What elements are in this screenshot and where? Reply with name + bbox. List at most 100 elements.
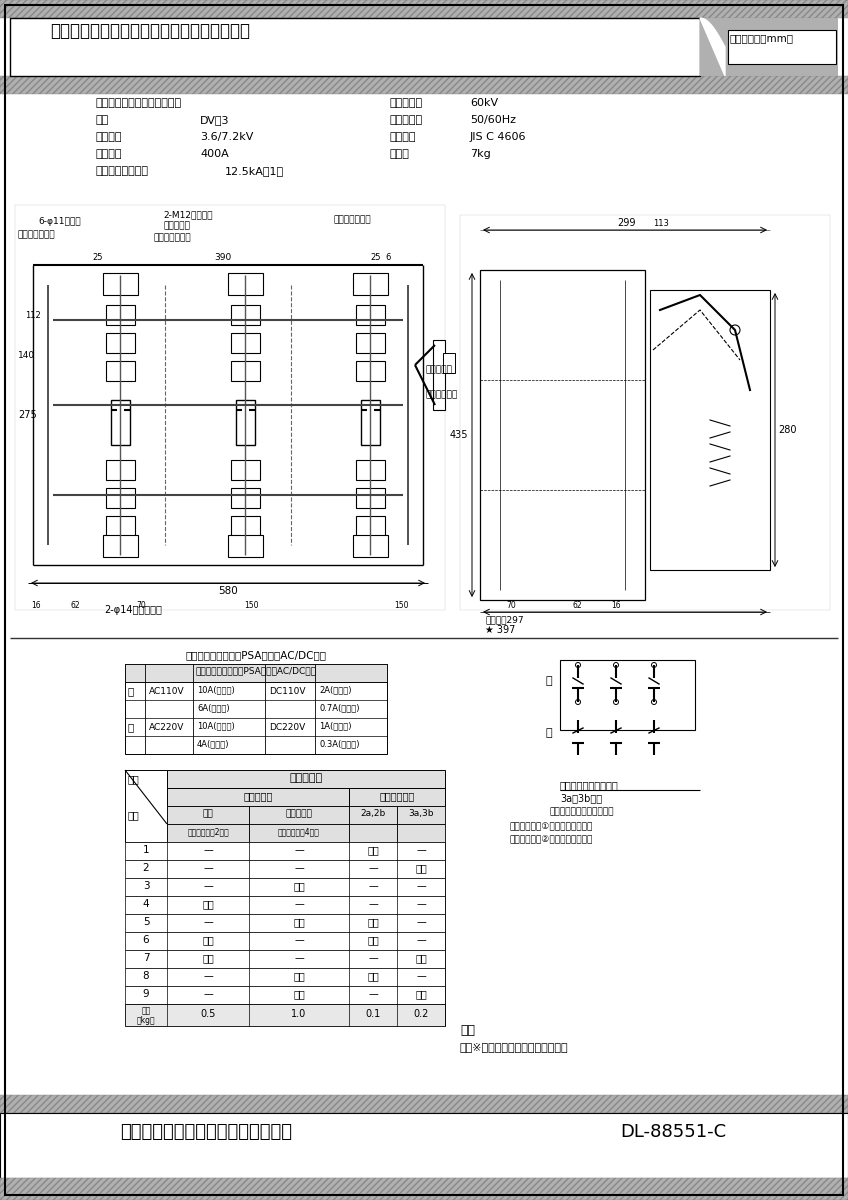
Text: 定: 定 [128, 686, 134, 696]
Text: 付属: 付属 [293, 917, 305, 926]
Bar [125, 860, 445, 878]
Text: Ⓑ: Ⓑ [545, 676, 552, 686]
Text: 定格電流: 定格電流 [95, 149, 121, 158]
Text: 定格短時間耓電流: 定格短時間耓電流 [95, 166, 148, 176]
Text: —: — [294, 845, 304, 854]
Circle shape [730, 325, 740, 335]
Text: 3: 3 [142, 881, 149, 890]
Text: —: — [416, 935, 426, 946]
Text: —: — [368, 989, 378, 998]
Text: DC110V: DC110V [269, 686, 305, 696]
Text: 435: 435 [449, 430, 468, 440]
Text: 補助スイッチ①：本体樹脂部が黒: 補助スイッチ①：本体樹脂部が黒 [510, 822, 594, 830]
Bar [650, 290, 770, 570]
Text: 絶縁バリヤ（4枚）: 絶縁バリヤ（4枚） [278, 827, 320, 836]
Text: —: — [416, 971, 426, 982]
Text: 6A(連続器): 6A(連続器) [197, 703, 230, 712]
Text: 10A(瞬断器): 10A(瞬断器) [197, 685, 235, 694]
Bar [356, 460, 385, 480]
Text: 5: 5 [142, 917, 149, 926]
Bar [349, 806, 397, 824]
Text: 付属: 付属 [202, 899, 214, 910]
Circle shape [651, 700, 656, 704]
Text: 0.1: 0.1 [365, 1009, 381, 1019]
Bar [125, 878, 445, 896]
Text: 定格耓電圧: 定格耓電圧 [390, 98, 423, 108]
Text: 総質量: 総質量 [390, 149, 410, 158]
Bar [228, 272, 263, 295]
Text: 補助スイッチ: 補助スイッチ [379, 791, 415, 802]
Text: 112: 112 [25, 311, 41, 319]
Text: —: — [368, 953, 378, 962]
Bar [231, 361, 260, 382]
Bar [125, 1004, 445, 1026]
Text: 行番: 行番 [128, 810, 140, 820]
Bar [231, 305, 260, 325]
Text: 注意: 注意 [460, 1024, 475, 1037]
Text: 右側絶縁バリヤ: 右側絶縁バリヤ [333, 215, 371, 224]
Text: 外形寸法図（mm）: 外形寸法図（mm） [730, 32, 794, 43]
Text: 格: 格 [128, 722, 134, 732]
Text: 付属: 付属 [293, 989, 305, 998]
Text: （取付穴）: （取付穴） [163, 221, 190, 230]
Bar [125, 842, 445, 860]
Text: 25: 25 [92, 253, 103, 262]
Text: 275: 275 [18, 410, 36, 420]
Text: —: — [204, 845, 213, 854]
Text: 補助スイッチ仕様（PSA形）　AC/DC共用: 補助スイッチ仕様（PSA形） AC/DC共用 [196, 666, 316, 674]
Polygon shape [700, 18, 725, 76]
Text: 左右、相間: 左右、相間 [286, 809, 312, 818]
Bar [0, 1178, 848, 1200]
Text: 10A(瞬断器): 10A(瞬断器) [197, 721, 235, 730]
Text: 70: 70 [506, 601, 516, 610]
Text: —: — [294, 899, 304, 910]
Text: —: — [294, 953, 304, 962]
Circle shape [613, 662, 618, 667]
Text: 屋内用、垂直・水平下向取付: 屋内用、垂直・水平下向取付 [95, 98, 181, 108]
Text: —: — [204, 863, 213, 874]
Bar [125, 664, 387, 682]
Text: 付属: 付属 [202, 935, 214, 946]
Bar [106, 332, 135, 353]
Bar [356, 305, 385, 325]
Bar [700, 18, 838, 76]
Bar [106, 516, 135, 536]
Text: 8: 8 [142, 971, 149, 982]
Text: 相間絶縁バリヤ: 相間絶縁バリヤ [153, 233, 191, 242]
Text: 質量
（kg）: 質量 （kg） [137, 1006, 155, 1025]
Text: 定格電圧: 定格電圧 [95, 132, 121, 142]
Text: 操作レバー: 操作レバー [425, 365, 452, 374]
Text: 絶縁バリヤ: 絶縁バリヤ [243, 791, 273, 802]
Text: 60kV: 60kV [470, 98, 498, 108]
Text: 140: 140 [18, 350, 35, 360]
Text: 7kg: 7kg [470, 149, 491, 158]
Bar [111, 400, 130, 445]
Bar [103, 535, 138, 557]
Text: 2-M12ダルマ穴: 2-M12ダルマ穴 [163, 210, 213, 218]
Bar [361, 400, 380, 445]
Text: 113: 113 [653, 218, 669, 228]
Text: （断路器投入状態を示す）: （断路器投入状態を示す） [550, 806, 615, 816]
Text: —: — [204, 989, 213, 998]
Bar [460, 215, 830, 610]
Text: 2: 2 [142, 863, 149, 874]
Text: 150: 150 [243, 601, 259, 610]
Text: 絶縁バリヤ（2枚）: 絶縁バリヤ（2枚） [187, 827, 229, 836]
Text: 16: 16 [31, 601, 41, 610]
Bar [0, 76, 848, 94]
Circle shape [576, 662, 581, 667]
Text: 1A(瞬断器): 1A(瞬断器) [319, 721, 352, 730]
Bar [125, 968, 445, 986]
Text: 6-φ11端子穴: 6-φ11端子穴 [38, 217, 81, 226]
Bar [480, 270, 645, 600]
Text: 付属: 付属 [367, 971, 379, 982]
Bar [106, 361, 135, 382]
Text: JIS C 4606: JIS C 4606 [470, 132, 527, 142]
Bar [353, 535, 388, 557]
Bar [356, 516, 385, 536]
Text: 適用規格: 適用規格 [390, 132, 416, 142]
Bar [15, 205, 445, 610]
Text: Ⓡ: Ⓡ [545, 728, 552, 738]
Text: 相間: 相間 [203, 809, 214, 818]
Text: 25: 25 [371, 253, 382, 262]
